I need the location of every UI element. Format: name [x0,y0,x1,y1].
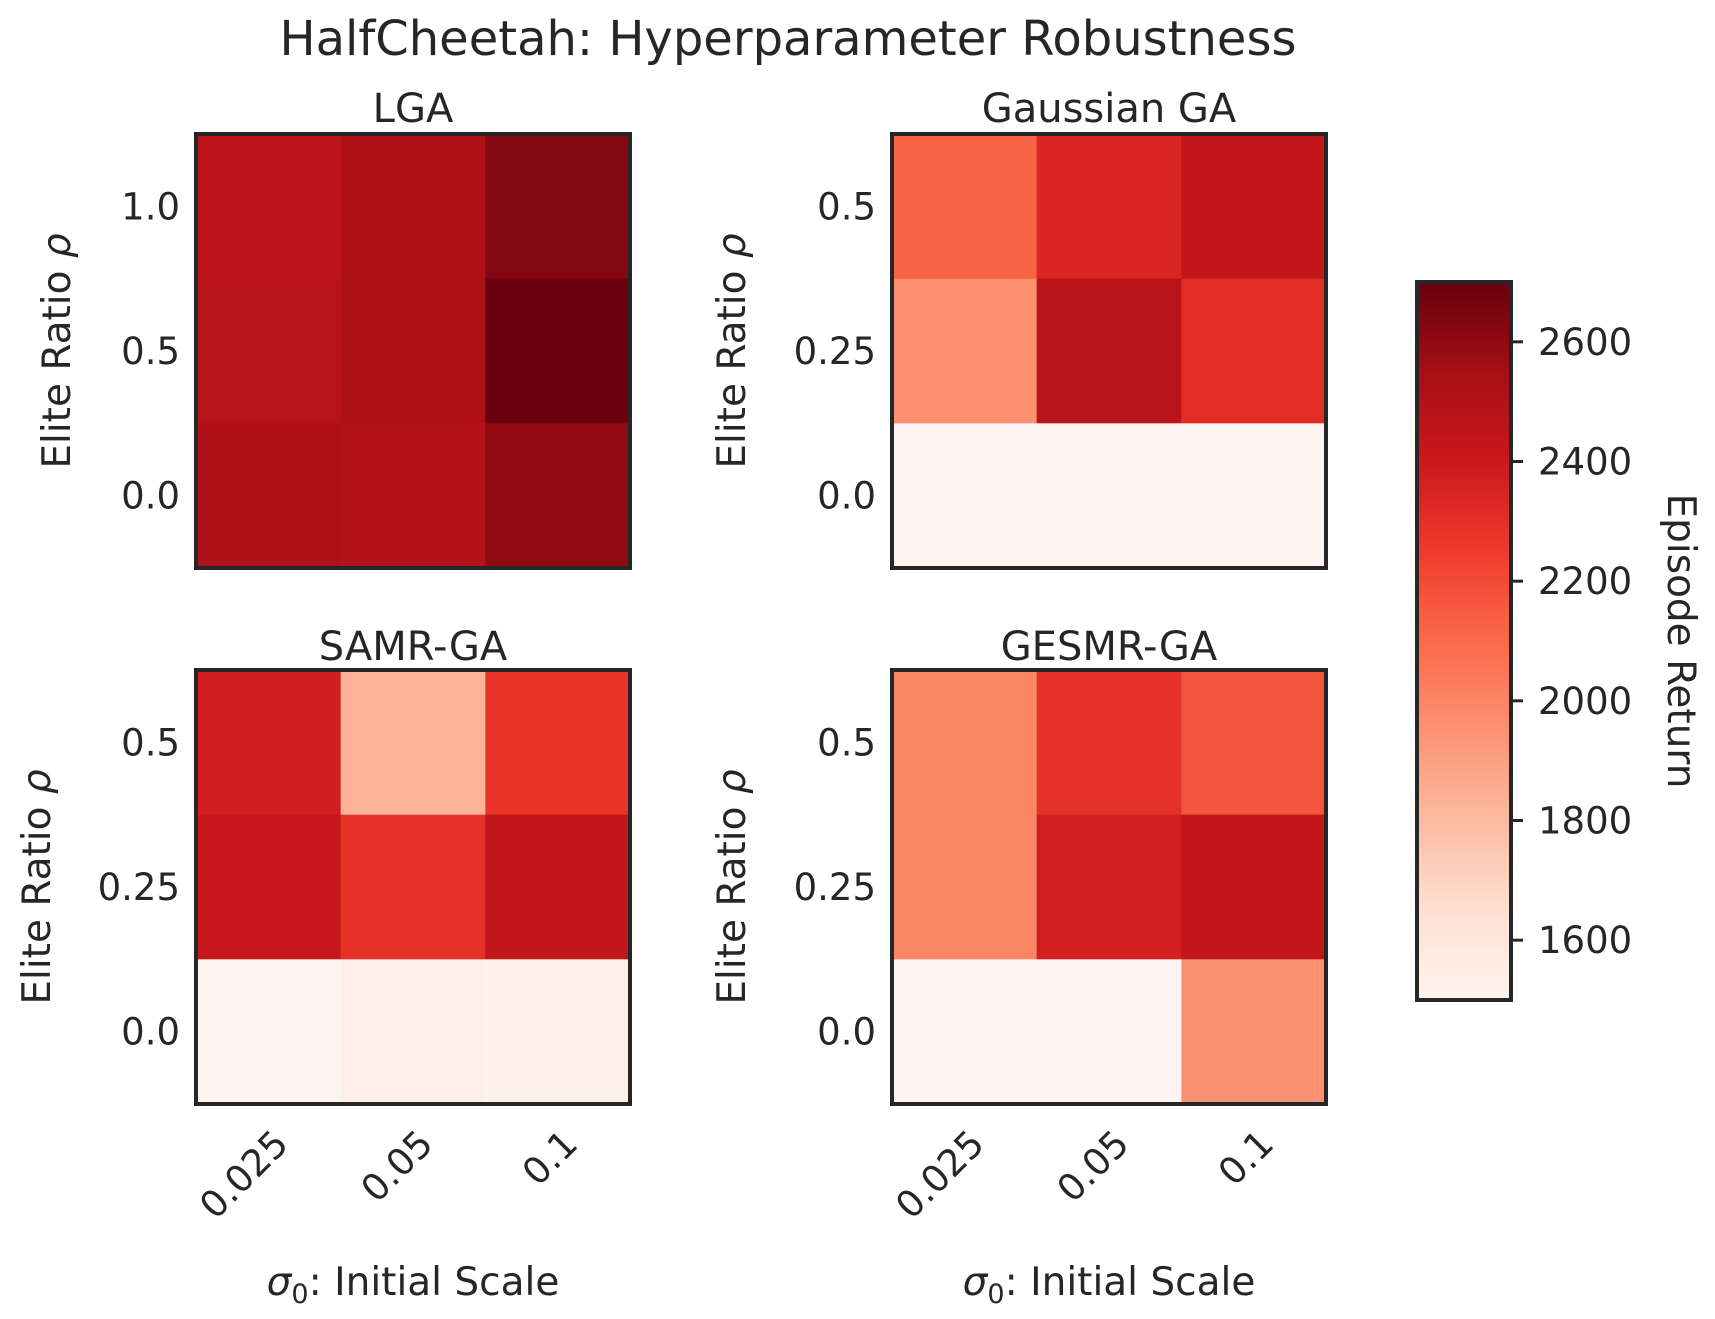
y-tick-label: 1.0 [121,185,180,228]
panel-title: Gaussian GA [982,86,1237,132]
heatmap-cell: 0.0 / 0.1: 1520 [485,959,631,1105]
heatmap-cell: 0.25 / 0.1: 2430 [1181,814,1327,960]
heatmap-cell: 0.0 / 0.025: 1500 [892,423,1038,569]
y-axis-label: Elite Ratio ρ [35,233,80,469]
heatmap-cell: 0.5 / 0.1: 2690 [485,278,631,424]
heatmap-cell: 1.0 / 0.025: 2460 [196,134,342,280]
y-tick-label: 0.0 [121,475,180,518]
heatmap-cell: 0.0 / 0.05: 2500 [340,423,486,569]
panel-frame [890,132,1328,570]
y-axis-label: Elite Ratio ρ [15,769,60,1005]
heatmap-cell: 0.0 / 0.1: 2600 [485,423,631,569]
x-tick-label: 0.1 [514,1122,586,1194]
x-ticks: 0.025 0.05 0.1 [887,1122,1282,1227]
y-tick-label: 0.5 [817,721,876,764]
heatmap-cell: 0.0 / 0.025: 1500 [196,959,342,1105]
heatmap-cells: 0.5 / 0.025: 21200.5 / 0.05: 23400.5 / 0… [892,134,1327,569]
colorbar-tick-label: 2400 [1538,441,1632,484]
colorbar-tick-label: 2200 [1538,560,1632,603]
colorbar-label: Episode Return [1658,494,1703,789]
heatmap-cells: 0.5 / 0.025: 20000.5 / 0.05: 22900.5 / 0… [892,670,1327,1105]
x-tick-label: 0.1 [1210,1122,1282,1194]
y-tick-label: 0.0 [121,1011,180,1054]
heatmap-panel-samr-ga: SAMR-GA 0.5 / 0.025: 23800.5 / 0.05: 183… [15,624,632,1310]
y-ticks: 1.0 0.5 0.0 [121,185,180,517]
heatmap-cell: 0.5 / 0.025: 2000 [892,670,1038,816]
colorbar-gradient [1417,282,1511,1000]
heatmap-cell: 0.0 / 0.1: 1500 [1181,423,1327,569]
heatmap-cell: 0.5 / 0.1: 2430 [1181,134,1327,280]
heatmap-cell: 0.0 / 0.05: 1500 [1036,959,1182,1105]
panel-title: LGA [373,86,454,132]
heatmap-cell: 0.0 / 0.05: 1500 [1036,423,1182,569]
x-axis-label: σ0: Initial Scale [267,1260,560,1310]
heatmap-cell: 0.5 / 0.025: 2120 [892,134,1038,280]
panel-frame [194,132,632,570]
colorbar-tick-label: 1600 [1538,919,1632,962]
heatmap-cells: 1.0 / 0.025: 24601.0 / 0.05: 25201.0 / 0… [196,134,631,569]
y-tick-label: 0.5 [121,330,180,373]
y-tick-label: 0.5 [121,721,180,764]
y-tick-label: 0.0 [817,1011,876,1054]
colorbar-tick-label: 2600 [1538,321,1632,364]
heatmap-cell: 0.5 / 0.1: 2170 [1181,670,1327,816]
y-tick-label: 0.0 [817,475,876,518]
y-tick-label: 0.25 [98,866,180,909]
heatmap-cell: 0.25 / 0.05: 2290 [340,814,486,960]
y-ticks: 0.5 0.25 0.0 [794,721,876,1053]
heatmap-cell: 0.0 / 0.025: 1500 [892,959,1038,1105]
colorbar-ticks: 1600 1800 2000 2200 2400 2600 [1511,321,1632,962]
x-axis-label: σ0: Initial Scale [963,1260,1256,1310]
heatmap-cell: 1.0 / 0.05: 2520 [340,134,486,280]
colorbar-tick-label: 2000 [1538,680,1632,723]
y-axis-label: Elite Ratio ρ [710,769,755,1005]
colorbar-frame [1415,280,1513,1002]
heatmap-cell: 0.25 / 0.1: 2310 [1181,278,1327,424]
heatmap-cell: 0.5 / 0.025: 2480 [196,278,342,424]
panel-title: GESMR-GA [1001,624,1218,670]
heatmap-cell: 0.25 / 0.025: 1960 [892,278,1038,424]
figure-title: HalfCheetah: Hyperparameter Robustness [280,11,1297,67]
heatmap-cell: 0.25 / 0.05: 2370 [1036,814,1182,960]
heatmap-cell: 0.5 / 0.05: 1830 [340,670,486,816]
heatmap-panel-lga: LGA 1.0 / 0.025: 24601.0 / 0.05: 25201.0… [35,86,632,570]
x-tick-label: 0.05 [353,1122,442,1211]
x-tick-label: 0.025 [887,1122,992,1227]
x-tick-label: 0.05 [1049,1122,1138,1211]
heatmap-cell: 0.25 / 0.025: 2000 [892,814,1038,960]
panel-title: SAMR-GA [319,624,508,670]
heatmap-cell: 0.25 / 0.025: 2420 [196,814,342,960]
colorbar: 1600 1800 2000 2200 2400 2600 Episode Return [1415,280,1703,1002]
heatmap-cell: 0.5 / 0.025: 2380 [196,670,342,816]
heatmap-cell: 0.5 / 0.1: 2280 [485,670,631,816]
x-tick-label: 0.025 [191,1122,296,1227]
heatmap-cells: 0.5 / 0.025: 23800.5 / 0.05: 18300.5 / 0… [196,670,631,1105]
heatmap-panel-gaussian-ga: Gaussian GA 0.5 / 0.025: 21200.5 / 0.05:… [710,86,1328,570]
y-ticks: 0.5 0.25 0.0 [98,721,180,1053]
heatmap-cell: 0.25 / 0.05: 2470 [1036,278,1182,424]
x-ticks: 0.025 0.05 0.1 [191,1122,586,1227]
heatmap-cell: 0.0 / 0.05: 1540 [340,959,486,1105]
y-tick-label: 0.25 [794,330,876,373]
y-axis-label: Elite Ratio ρ [710,233,755,469]
heatmap-cell: 0.25 / 0.1: 2440 [485,814,631,960]
colorbar-tick-label: 1800 [1538,800,1632,843]
heatmap-cell: 0.0 / 0.1: 1950 [1181,959,1327,1105]
heatmap-cell: 0.5 / 0.05: 2340 [1036,134,1182,280]
y-tick-label: 0.5 [817,185,876,228]
panel-frame [890,668,1328,1106]
y-ticks: 0.5 0.25 0.0 [794,185,876,517]
heatmap-panel-gesmr-ga: GESMR-GA 0.5 / 0.025: 20000.5 / 0.05: 22… [710,624,1328,1310]
heatmap-cell: 1.0 / 0.1: 2630 [485,134,631,280]
heatmap-cell: 0.5 / 0.05: 2290 [1036,670,1182,816]
y-tick-label: 0.25 [794,866,876,909]
heatmap-cell: 0.0 / 0.025: 2520 [196,423,342,569]
heatmap-cell: 0.5 / 0.05: 2520 [340,278,486,424]
panel-frame [194,668,632,1106]
